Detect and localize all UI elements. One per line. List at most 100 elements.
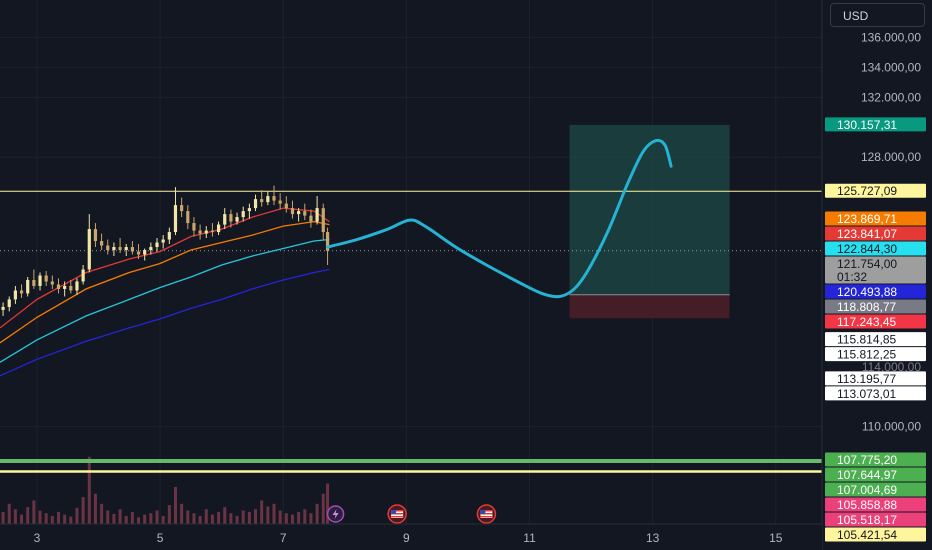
currency-button[interactable]: USD [830,3,925,27]
price-tag: 117.243,45 [825,314,926,329]
volume-bar [137,517,141,524]
candle-body [19,290,24,294]
volume-bar [326,483,330,524]
price-tag-text: 118.808,77 [837,300,896,314]
candle-body [325,232,330,251]
price-tag-background [825,386,926,401]
price-axis-label: 136.000,00 [861,30,921,44]
price-tag: 105.518,17 [825,512,926,527]
moving-average-line [0,268,330,377]
time-axis-label: 7 [280,531,287,545]
price-tag: 115.814,85 [825,332,926,347]
volume-bar [223,507,227,524]
price-tag-text: 105.518,17 [837,513,897,527]
candle-body [253,199,258,209]
price-tag-background [825,467,926,482]
price-tag-text: 107.644,97 [837,468,897,482]
price-tag: 122.844,30 [825,241,926,256]
price-tag-background [825,183,926,198]
time-axis-panel[interactable] [0,524,822,550]
volume-bar [100,503,104,524]
volume-bar [44,513,48,524]
time-axis-label: 3 [34,531,41,545]
us-flag-stripe [391,513,404,515]
price-tag-text: 105.421,54 [837,528,897,542]
candle-body [266,196,270,203]
price-tag: 123.869,71 [825,211,926,226]
volume-bar [315,503,319,524]
volume-bar [106,510,110,524]
price-tag-background [825,256,926,284]
candle-body [50,281,54,285]
price-tag-background [825,211,926,226]
price-tag: 107.004,69 [825,482,926,497]
volume-bar [87,456,91,524]
price-axis-label: 110.000,00 [862,420,921,434]
candle-body [75,281,79,291]
volume-bar [284,513,288,524]
candle-body [63,285,67,289]
candle-body [284,203,288,209]
price-tag-text: 113.073,01 [837,387,896,401]
volume-bar [297,511,301,524]
price-tag-background [825,299,926,314]
candle-body [136,251,141,255]
volume-bar [198,515,202,524]
candle-body [1,306,5,310]
volume-bar [124,515,128,524]
us-flag-stripe [480,510,493,512]
candle-body [229,214,233,222]
projection-drawing[interactable] [326,138,673,299]
volume-bar [321,493,325,524]
candle-body [13,290,17,300]
price-tag: 105.858,88 [825,497,926,512]
price-tag-countdown: 01:32 [837,270,867,284]
price-tag-text: 115.814,85 [837,333,896,347]
candle-body [216,224,221,233]
price-tag: 120.493,88 [825,284,926,299]
lightning-icon [332,509,339,519]
us-economic-event-marker[interactable] [476,504,497,524]
price-tag-background [825,371,926,386]
candlesticks [1,185,330,316]
volume-bar [26,507,30,524]
stop-zone [569,294,730,319]
volume-bar [118,509,122,524]
volume-bar [69,516,73,524]
volume-bar [173,487,177,524]
us-flag-canton [391,510,397,514]
candle-body [204,230,208,234]
candle-body [130,247,134,252]
candle-body [180,205,184,212]
price-tag-background [825,512,926,527]
volume-bar [63,514,67,524]
volume-bar [7,503,11,524]
horizontal-levels[interactable] [0,190,822,473]
candle-body [149,247,153,251]
volume-bar [149,513,153,524]
candle-body [81,269,85,282]
price-tag-text: 115.812,25 [837,348,896,362]
time-axis-label: 13 [646,531,660,545]
price-tag-text: 123.841,07 [837,227,897,241]
projection-path[interactable] [326,138,673,299]
us-economic-event-marker[interactable] [387,504,407,524]
price-tag-text: 125.727,09 [837,184,897,198]
lightning-event-marker[interactable] [326,505,345,523]
price-tag-text: 113.195,77 [837,372,896,386]
candle-body [143,250,147,255]
volume-bar [309,513,313,524]
price-tag-text: 121.754,00 [837,257,897,271]
candle-body [69,285,73,291]
price-tag-background [825,284,926,299]
volume-bar [235,515,239,524]
candle-body [87,229,91,270]
candle-body [112,247,116,251]
volume-bar [81,497,85,524]
event-markers[interactable] [326,504,497,524]
position-zones [569,124,730,319]
price-tag: 123.841,07 [825,226,926,241]
candle-body [210,230,215,233]
